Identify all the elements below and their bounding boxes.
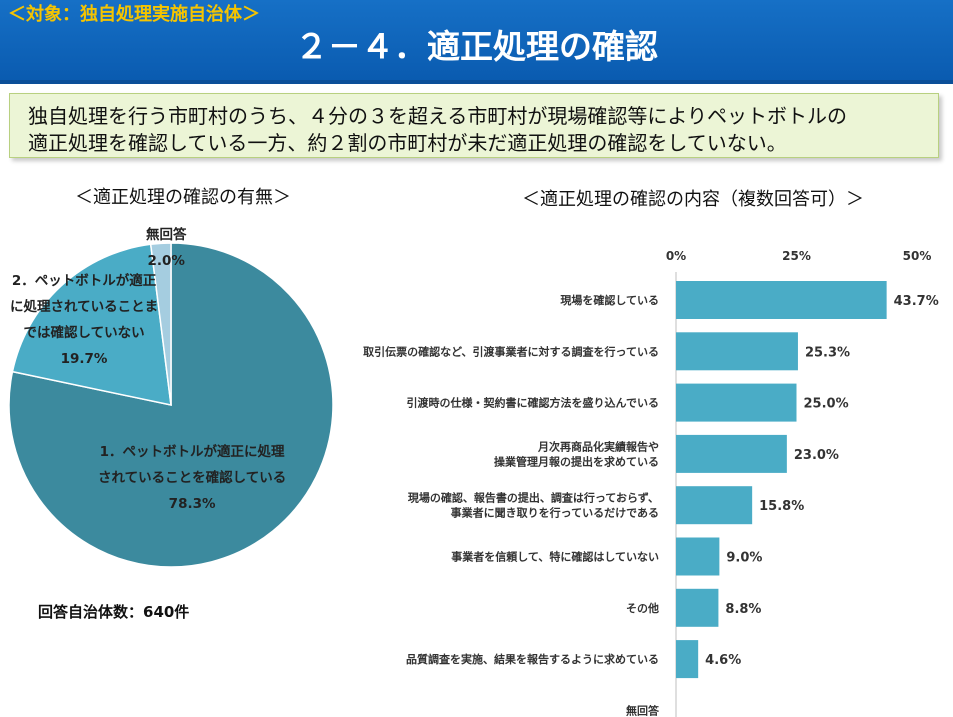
summary-line-1: 独自処理を行う市町村のうち、４分の３を超える市町村が現場確認等によりペットボトル… — [28, 104, 847, 128]
bar-value-label: 25.3% — [805, 345, 850, 360]
x-tick-label: 0% — [666, 249, 686, 263]
bar — [676, 588, 719, 627]
bar-value-label: 43.7% — [894, 294, 939, 309]
scope-label: ＜対象：独自処理実施自治体＞ — [8, 4, 260, 25]
page-title: ２－４．適正処理の確認 — [295, 27, 658, 66]
pie-chart-title: ＜適正処理の確認の有無＞ — [75, 187, 291, 208]
category-label: 引渡時の仕様・契約書に確認方法を盛り込んでいる — [407, 396, 659, 410]
pie-label-not-confirmed-line-3: では確認していない — [23, 325, 145, 341]
category-label: 取引伝票の確認など、引渡事業者に対する調査を行っている — [363, 344, 659, 358]
bar — [676, 332, 798, 371]
category-label: 現場を確認している — [560, 293, 659, 307]
category-label: その他 — [626, 601, 659, 615]
bar-value-label: 9.0% — [726, 551, 762, 566]
header-divider — [0, 80, 953, 84]
category-label: 事業者に聞き取りを行っているだけである — [451, 506, 659, 520]
x-tick-label: 50% — [903, 249, 932, 263]
category-label: 操業管理月報の提出を求めている — [494, 454, 659, 468]
category-label: 月次再商品化実績報告や — [537, 439, 659, 453]
bar — [676, 640, 699, 679]
category-label: 品質調査を実施、結果を報告するように求めている — [406, 652, 659, 666]
summary-line-2: 適正処理を確認している一方、約２割の市町村が未だ適正処理の確認をしていない。 — [28, 131, 787, 155]
pie-label-no-answer-value: 2.0% — [147, 253, 185, 269]
bar-value-label: 15.8% — [759, 499, 804, 514]
bar — [676, 383, 797, 422]
pie-label-not-confirmed-line-2: に処理されていることま — [10, 299, 159, 315]
bar — [676, 537, 720, 576]
bar — [676, 434, 787, 473]
header-bar — [0, 0, 953, 80]
category-label: 無回答 — [626, 703, 660, 717]
pie-slice-no-answer — [149, 242, 172, 406]
pie-slice-not-confirmed — [11, 243, 172, 406]
pie-chart — [8, 242, 334, 568]
pie-label-no-answer: 無回答 2.0% — [146, 222, 187, 274]
pie-label-confirmed-line-1: 1．ペットボトルが適正に処理 — [99, 444, 285, 460]
bar-value-label: 8.8% — [725, 602, 761, 617]
category-label: 現場の確認、報告書の提出、調査は行っておらず、 — [408, 491, 659, 505]
bar-value-label: 25.0% — [804, 397, 849, 412]
bar-value-label: 23.0% — [794, 448, 839, 463]
x-tick-label: 25% — [782, 249, 811, 263]
pie-label-no-answer-name: 無回答 — [146, 227, 187, 243]
pie-label-not-confirmed: 2．ペットボトルが適正 に処理されていることま では確認していない 19.7% — [10, 268, 158, 372]
respondent-count: 回答自治体数：640件 — [38, 603, 190, 621]
pie-label-confirmed: 1．ペットボトルが適正に処理 されていることを確認している 78.3% — [98, 439, 286, 517]
pie-label-confirmed-line-2: されていることを確認している — [98, 470, 287, 486]
summary-box: 独自処理を行う市町村のうち、４分の３を超える市町村が現場確認等によりペットボトル… — [9, 93, 939, 158]
bar-value-label: 4.6% — [705, 653, 741, 668]
category-label: 事業者を信頼して、特に確認はしていない — [451, 550, 659, 564]
pie-label-not-confirmed-value: 19.7% — [60, 351, 108, 367]
bar — [676, 281, 887, 319]
pie-label-confirmed-value: 78.3% — [168, 496, 216, 512]
pie-slice-confirmed — [8, 242, 334, 568]
bar — [676, 486, 753, 525]
pie-label-not-confirmed-line-1: 2．ペットボトルが適正 — [11, 273, 157, 289]
bar-chart-title: ＜適正処理の確認の内容（複数回答可）＞ — [522, 189, 864, 210]
